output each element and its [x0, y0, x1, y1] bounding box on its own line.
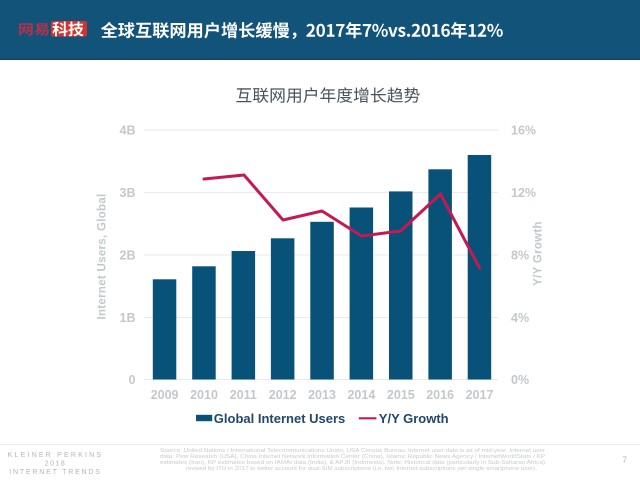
- svg-text:2018: 2018: [45, 461, 67, 468]
- svg-text:2015: 2015: [387, 388, 415, 402]
- svg-text:2009: 2009: [151, 388, 179, 402]
- svg-text:1B: 1B: [120, 311, 136, 325]
- svg-text:estimates (Iran), KP estimates: estimates (Iran), KP estimates based on …: [160, 460, 545, 466]
- svg-text:2013: 2013: [308, 388, 336, 402]
- svg-text:2017: 2017: [466, 388, 494, 402]
- svg-text:Y/Y Growth: Y/Y Growth: [379, 411, 449, 426]
- svg-text:3B: 3B: [120, 186, 136, 200]
- svg-text:2012: 2012: [269, 388, 297, 402]
- svg-text:Source: United Nations / Inter: Source: United Nations / International T…: [160, 448, 545, 454]
- svg-text:2B: 2B: [120, 248, 136, 262]
- svg-text:2016: 2016: [426, 388, 454, 402]
- svg-text:KLEINER PERKINS: KLEINER PERKINS: [8, 452, 104, 459]
- svg-text:Global Internet Users: Global Internet Users: [214, 411, 345, 426]
- svg-text:4%: 4%: [511, 311, 529, 325]
- svg-text:12%: 12%: [511, 186, 536, 200]
- svg-text:Internet Users, Global: Internet Users, Global: [97, 193, 109, 319]
- svg-text:2014: 2014: [347, 388, 375, 402]
- svg-text:INTERNET TRENDS: INTERNET TRENDS: [9, 469, 101, 476]
- svg-text:revised by ITU in 2017 to bett: revised by ITU in 2017 to better account…: [186, 466, 537, 472]
- svg-text:0: 0: [129, 373, 136, 387]
- svg-text:16%: 16%: [511, 123, 536, 137]
- svg-text:2010: 2010: [190, 388, 218, 402]
- svg-text:4B: 4B: [120, 123, 136, 137]
- svg-text:data: Pew Research (USA), Chin: data: Pew Research (USA), China Internet…: [160, 454, 546, 460]
- svg-text:8%: 8%: [511, 248, 529, 262]
- svg-text:2011: 2011: [230, 388, 257, 402]
- svg-text:7: 7: [622, 455, 627, 465]
- svg-text:0%: 0%: [511, 373, 529, 387]
- svg-text:Y/Y Growth: Y/Y Growth: [533, 221, 545, 286]
